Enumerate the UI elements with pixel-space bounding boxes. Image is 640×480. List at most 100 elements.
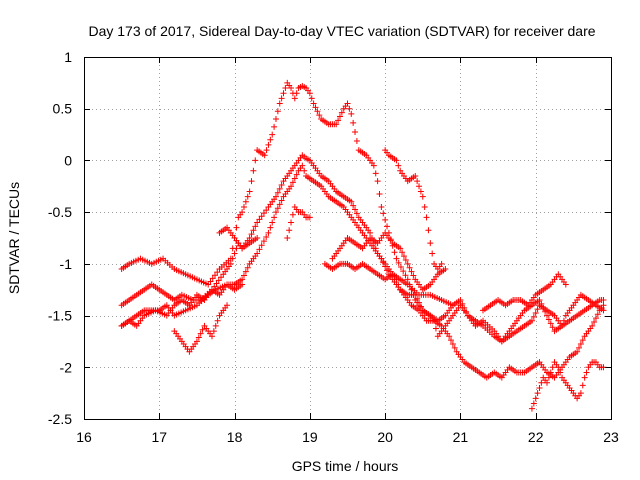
- data-point: [419, 193, 426, 200]
- data-point: [395, 259, 402, 266]
- data-point: [414, 295, 421, 302]
- data-point: [258, 242, 265, 249]
- data-point: [312, 104, 319, 111]
- data-point: [555, 364, 562, 371]
- x-tick-label: 23: [603, 429, 619, 445]
- data-point: [391, 249, 398, 256]
- data-point: [293, 171, 300, 178]
- data-point: [438, 260, 445, 267]
- data-point: [197, 330, 204, 337]
- data-point: [574, 348, 581, 355]
- data-point: [579, 382, 586, 389]
- data-point: [382, 263, 389, 270]
- data-point: [263, 233, 270, 240]
- y-tick-label: -2: [60, 359, 73, 375]
- data-point: [397, 263, 404, 270]
- data-point: [429, 250, 436, 257]
- data-point: [600, 297, 607, 304]
- data-point: [600, 302, 607, 309]
- data-point: [534, 390, 541, 397]
- series-track-9: [329, 229, 449, 293]
- data-point: [271, 214, 278, 221]
- data-point: [239, 281, 246, 288]
- data-point: [449, 302, 456, 309]
- data-point: [218, 274, 225, 281]
- data-point: [195, 334, 202, 341]
- data-point: [293, 90, 300, 97]
- data-point: [233, 224, 240, 231]
- data-point: [367, 229, 374, 236]
- data-point: [547, 320, 554, 327]
- data-point: [395, 162, 402, 169]
- data-point: [207, 278, 214, 285]
- x-tick-label: 16: [76, 429, 92, 445]
- data-point: [384, 223, 391, 230]
- series-track-11: [480, 271, 569, 314]
- data-point: [545, 316, 552, 323]
- data-point: [416, 183, 423, 190]
- data-point: [382, 216, 389, 223]
- data-point: [210, 328, 217, 335]
- series-track-5: [171, 302, 231, 355]
- x-tick-label: 21: [453, 429, 469, 445]
- data-point: [276, 100, 283, 107]
- data-point: [346, 105, 353, 112]
- data-point: [244, 264, 251, 271]
- chart-title: Day 173 of 2017, Sidereal Day-to-day VTE…: [88, 23, 595, 39]
- data-point: [242, 268, 249, 275]
- data-point: [414, 178, 421, 185]
- data-point: [402, 272, 409, 279]
- data-point: [378, 255, 385, 262]
- data-point: [402, 256, 409, 263]
- data-point: [288, 219, 295, 226]
- data-point: [423, 214, 430, 221]
- data-point: [384, 267, 391, 274]
- data-point: [545, 374, 552, 381]
- data-point: [534, 306, 541, 313]
- x-tick-label: 19: [302, 429, 318, 445]
- data-point: [380, 210, 387, 217]
- data-point: [528, 317, 535, 324]
- y-tick-label: -0.5: [48, 204, 72, 220]
- y-tick-label: 0: [64, 152, 72, 168]
- data-point: [242, 198, 249, 205]
- data-point: [280, 90, 287, 97]
- data-point: [417, 303, 424, 310]
- data-point: [289, 179, 296, 186]
- data-point: [594, 311, 601, 318]
- data-point: [338, 109, 345, 116]
- data-point: [212, 322, 219, 329]
- data-point: [404, 260, 411, 267]
- data-point: [344, 100, 351, 107]
- data-point: [227, 260, 234, 267]
- data-point: [272, 209, 279, 216]
- data-point: [530, 313, 537, 320]
- data-point: [348, 198, 355, 205]
- data-point: [248, 231, 255, 238]
- data-point: [254, 219, 261, 226]
- data-point: [271, 123, 278, 130]
- data-point: [412, 172, 419, 179]
- data-point: [410, 272, 417, 279]
- data-point: [265, 229, 272, 236]
- data-point: [272, 116, 279, 123]
- data-point: [463, 308, 470, 315]
- data-point: [562, 281, 569, 288]
- data-point: [528, 405, 535, 412]
- data-point: [224, 302, 231, 309]
- data-point: [278, 197, 285, 204]
- data-point: [252, 157, 259, 164]
- data-point: [256, 246, 263, 253]
- data-point: [417, 188, 424, 195]
- data-point: [579, 337, 586, 344]
- data-point: [451, 344, 458, 351]
- data-point: [400, 268, 407, 275]
- data-point: [213, 280, 220, 287]
- data-point: [416, 299, 423, 306]
- data-point: [581, 374, 588, 381]
- data-point: [532, 395, 539, 402]
- x-tick-label: 20: [377, 429, 393, 445]
- data-point: [233, 245, 240, 252]
- data-point: [258, 213, 265, 220]
